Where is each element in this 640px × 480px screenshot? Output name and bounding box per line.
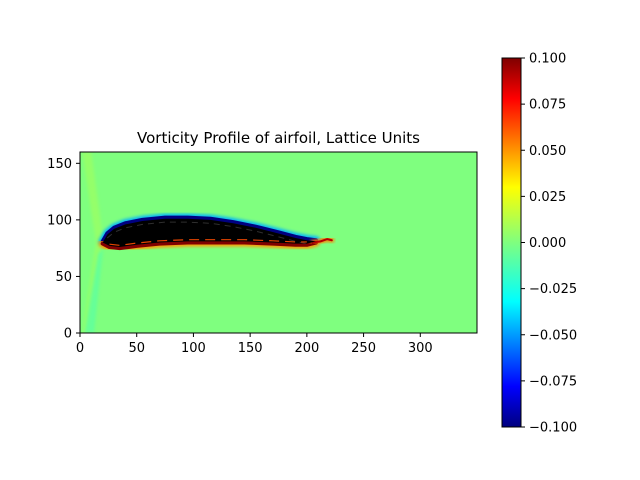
plot-frame bbox=[79, 151, 478, 334]
x-tick-label: 300 bbox=[408, 341, 433, 356]
colorbar-gradient bbox=[501, 57, 522, 428]
x-tick-label: 250 bbox=[351, 341, 376, 356]
colorbar-tick-label: 0.100 bbox=[529, 52, 566, 67]
lower-inflow-disturbance bbox=[84, 249, 103, 333]
x-tick-label: 0 bbox=[76, 341, 84, 356]
x-tick-label: 150 bbox=[238, 341, 263, 356]
colorbar-tick-label: 0.050 bbox=[529, 144, 566, 159]
x-axis: 0 50 100 150 200 250 300 bbox=[76, 333, 433, 356]
y-tick-label: 50 bbox=[55, 270, 72, 285]
airfoil-inner-streak-upper bbox=[106, 221, 307, 245]
plot-area bbox=[80, 152, 477, 333]
lower-shear-layer bbox=[100, 240, 318, 251]
colorbar-tick-label: 0.000 bbox=[529, 236, 566, 251]
y-tick-label: 100 bbox=[47, 213, 72, 228]
airfoil-inner-streak-lower bbox=[109, 239, 307, 246]
y-tick-label: 150 bbox=[47, 157, 72, 172]
colorbar-tick-label: 0.075 bbox=[529, 98, 566, 113]
chart-title: Vorticity Profile of airfoil, Lattice Un… bbox=[137, 129, 420, 147]
colorbar-tick-label: −0.100 bbox=[529, 421, 577, 436]
y-axis: 0 50 100 150 bbox=[47, 157, 80, 342]
airfoil-layer bbox=[102, 218, 316, 248]
colorbar-ticks: 0.100 0.075 0.050 0.025 0.000 −0.025 −0.050 −0.… bbox=[521, 52, 577, 436]
colorbar-tick-label: 0.025 bbox=[529, 190, 566, 205]
colorbar-tick-label: −0.050 bbox=[529, 328, 577, 343]
x-tick-label: 50 bbox=[128, 341, 145, 356]
colorbar: 0.100 0.075 0.050 0.025 0.000 −0.025 −0.050 −0.… bbox=[501, 52, 577, 436]
upper-shear-layer bbox=[100, 215, 318, 244]
x-tick-label: 100 bbox=[181, 341, 206, 356]
x-tick-label: 200 bbox=[294, 341, 319, 356]
wake-trail bbox=[311, 238, 333, 244]
colorbar-tick-label: −0.075 bbox=[529, 374, 577, 389]
y-tick-label: 0 bbox=[64, 327, 72, 342]
flow-features bbox=[82, 152, 335, 333]
colorbar-tick-label: −0.025 bbox=[529, 282, 577, 297]
